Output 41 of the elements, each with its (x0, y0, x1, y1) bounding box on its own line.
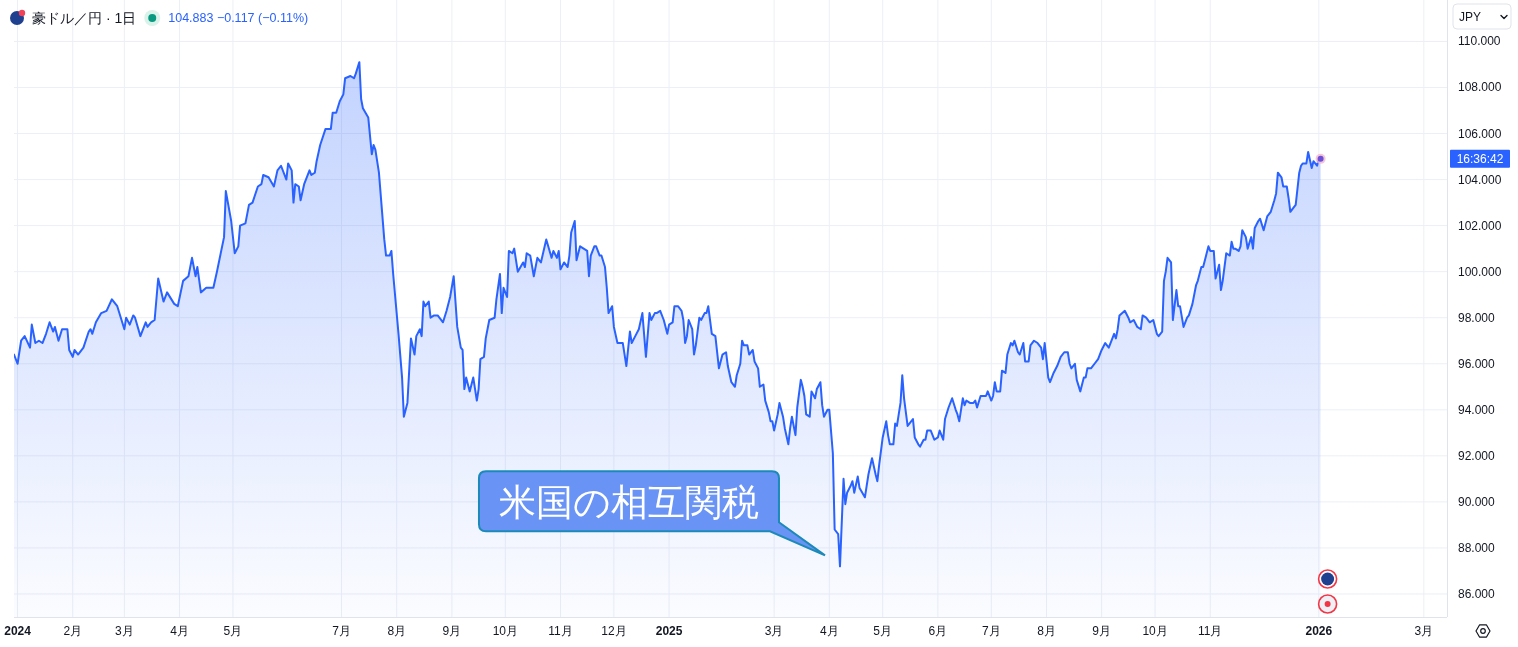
y-tick-label: 86.000 (1458, 587, 1495, 601)
subtitle: 104.883 −0.117 (−0.11%) (168, 11, 309, 25)
y-tick-label: 100.000 (1458, 264, 1502, 279)
x-tick-label: 3月 (764, 624, 784, 638)
x-tick-label: 12月 (601, 624, 627, 638)
y-tick-label: 92.000 (1458, 448, 1495, 463)
x-tick-label: 6月 (928, 624, 948, 638)
x-tick-label: 9月 (1092, 624, 1111, 638)
y-tick-label: 108.000 (1458, 80, 1502, 95)
y-tick-label: 98.000 (1458, 310, 1495, 325)
y-tick-label: 106.000 (1458, 126, 1502, 141)
x-tick-label: 11月 (548, 624, 573, 638)
x-tick-label: 5月 (873, 624, 893, 638)
x-tick-label: 4月 (170, 624, 189, 638)
x-tick-label: 8月 (387, 624, 407, 638)
x-tick-label: 8月 (1037, 624, 1056, 638)
y-tick-label: 102.000 (1458, 218, 1502, 233)
title: 豪ドル／円 · 1日 (32, 10, 137, 26)
x-tick-label: 2025 (655, 624, 683, 638)
x-tick-label: 9月 (442, 624, 462, 638)
y-tick-label: 88.000 (1458, 540, 1495, 555)
x-tick-label: 2月 (63, 624, 83, 638)
x-tick-label: 4月 (819, 624, 839, 638)
x-tick-label: 3月 (1414, 624, 1434, 638)
y-tick-label: 110.000 (1458, 34, 1501, 49)
x-tick-label: 7月 (332, 624, 351, 638)
x-tick-label: 2026 (1305, 624, 1333, 638)
x-tick-label: 2024 (4, 624, 31, 638)
x-tick-label: 10月 (492, 624, 518, 638)
ylabel: JPY (1459, 10, 1481, 24)
annotation: 16:36:42 (1456, 151, 1504, 166)
x-tick-label: 5月 (223, 624, 243, 638)
x-tick-label: 7月 (981, 624, 1001, 638)
x-tick-label: 11月 (1198, 624, 1223, 638)
annotation: 米国の相互関税 (499, 481, 759, 523)
y-tick-label: 96.000 (1458, 356, 1495, 371)
y-tick-label: 90.000 (1458, 494, 1495, 509)
y-tick-label: 104.000 (1458, 172, 1502, 187)
x-tick-label: 10月 (1142, 624, 1168, 638)
x-tick-label: 3月 (115, 624, 134, 638)
y-tick-label: 94.000 (1458, 402, 1495, 417)
